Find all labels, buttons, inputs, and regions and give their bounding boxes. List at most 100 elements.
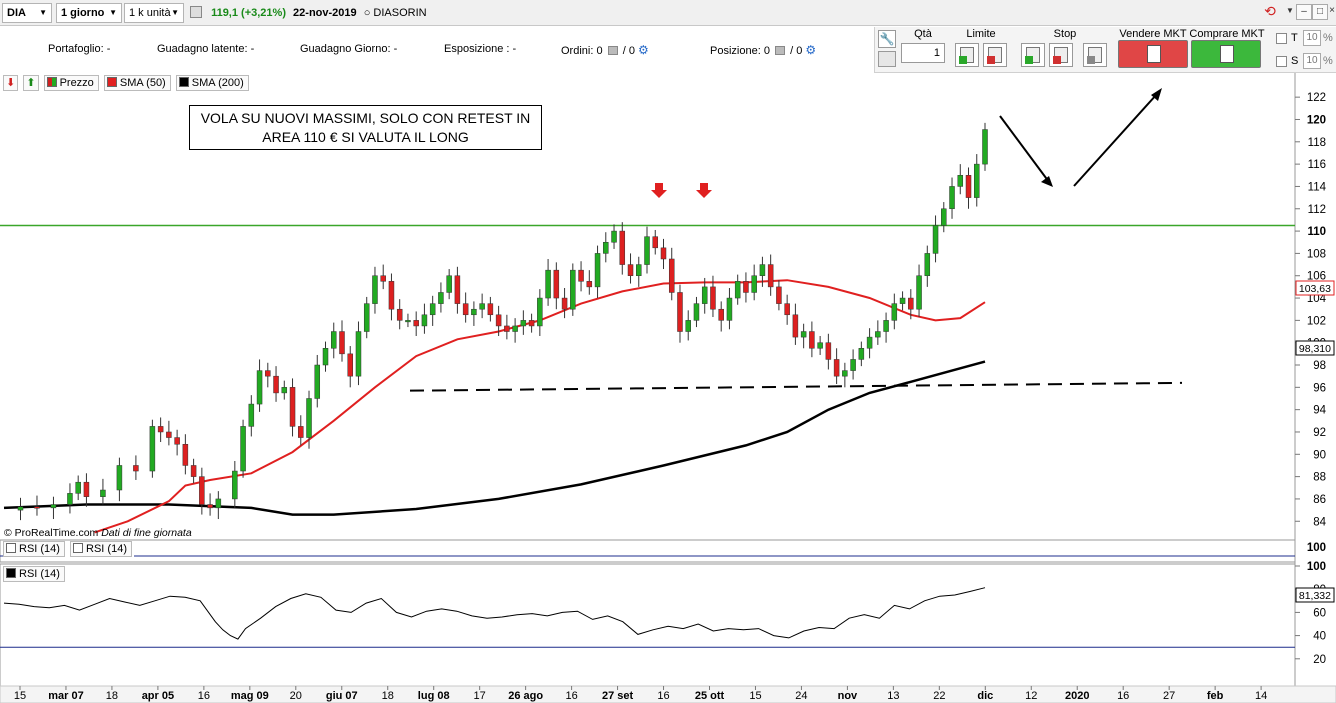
candle-body	[67, 493, 73, 505]
y-tick-label: 102	[1307, 315, 1326, 327]
legend-sma200-label: SMA (200)	[191, 77, 244, 89]
x-tick-label: 24	[795, 690, 807, 702]
candle-body	[50, 504, 57, 509]
y-tick-label: 120	[1307, 114, 1326, 126]
buy-mkt-label: Comprare MKT	[1189, 28, 1265, 40]
status-circle-icon: ○	[363, 7, 371, 19]
t-pct-input[interactable]: 10	[1303, 30, 1321, 46]
legend-rsi-main[interactable]: RSI (14)	[3, 566, 65, 582]
candle-body	[644, 236, 650, 265]
chevron-down-icon: ▼	[171, 8, 179, 17]
x-tick-label: 16	[1117, 690, 1129, 702]
annotation-textbox[interactable]: VOLA SU NUOVI MASSIMI, SOLO CON RETEST I…	[189, 105, 542, 150]
candle-body	[528, 320, 535, 327]
candle-body	[100, 489, 106, 497]
legend-sma50-label: SMA (50)	[119, 77, 166, 89]
candle-body	[363, 303, 370, 332]
candle-body	[949, 186, 955, 210]
minimize-button[interactable]: –	[1296, 4, 1312, 20]
candle-body	[792, 314, 799, 338]
legend-prezzo-label: Prezzo	[59, 77, 94, 89]
legend-sma50[interactable]: SMA (50)	[103, 75, 171, 91]
x-tick-label: mar 07	[48, 690, 83, 702]
y-tick-label: 110	[1307, 226, 1326, 238]
red-arrow-icon[interactable]: ⬇	[3, 75, 19, 91]
x-tick-label: mag 09	[231, 690, 269, 702]
x-tick-label: 18	[382, 690, 394, 702]
y-tick-label: 88	[1313, 472, 1326, 484]
symbol-selector[interactable]: DIA ▼	[2, 3, 52, 23]
rsi-tick-label: 60	[1313, 607, 1326, 619]
s-pct-input[interactable]: 10	[1303, 53, 1321, 69]
stop-limit-button[interactable]	[1083, 43, 1107, 67]
candle-body	[685, 320, 691, 332]
sma200-value-tag: 98,310	[1295, 340, 1335, 356]
green-arrow-icon[interactable]: ⬆	[23, 75, 39, 91]
candle-body	[504, 325, 510, 332]
price-pane[interactable]	[0, 73, 1295, 539]
legend-rsi-a[interactable]: RSI (14)	[3, 541, 65, 557]
candle-body	[570, 269, 576, 310]
rsi-pane-collapsed[interactable]	[0, 539, 1296, 563]
rsi-swatch	[6, 568, 16, 578]
candle-body	[974, 163, 980, 198]
candle-body	[603, 241, 609, 254]
s-checkbox[interactable]	[1276, 56, 1287, 67]
limit-sell-button[interactable]	[983, 43, 1007, 67]
qta-input[interactable]: 1	[901, 43, 945, 63]
legend-rsi-b[interactable]: RSI (14)	[70, 541, 132, 557]
sell-market-button[interactable]	[1118, 40, 1188, 68]
ordini-label: Ordini:	[561, 45, 594, 57]
stop-buy-button[interactable]	[1021, 43, 1045, 67]
wrench-icon[interactable]: 🔧	[878, 30, 896, 48]
gear-icon[interactable]: ⚙	[805, 43, 817, 57]
y-tick-label: 96	[1313, 382, 1326, 394]
close-icon[interactable]: ×	[1329, 5, 1335, 16]
rsi-a-swatch	[6, 543, 16, 553]
candle-body	[157, 426, 164, 433]
t-checkbox[interactable]	[1276, 33, 1287, 44]
candle-body	[899, 297, 906, 304]
orders-grid-icon[interactable]	[607, 46, 618, 55]
gear-icon[interactable]: ⚙	[638, 43, 649, 57]
maximize-button[interactable]: □	[1312, 4, 1328, 20]
ordini-count-a: 0	[596, 45, 603, 57]
y-tick-label: 114	[1308, 181, 1327, 193]
y-tick-label: 94	[1313, 405, 1326, 417]
price-status: 119,1 (+3,21%) 22-nov-2019 ○ DIASORIN	[190, 3, 427, 23]
rsi-pane[interactable]	[0, 563, 1296, 687]
rsi-collapsed-100-label: 100	[1307, 542, 1326, 554]
stop-sell-button[interactable]	[1049, 43, 1073, 67]
candle-body	[586, 281, 593, 288]
y-tick-label: 84	[1313, 516, 1326, 528]
legend-rsi-main-label: RSI (14)	[19, 568, 60, 580]
posizione-count-a: 0	[763, 45, 770, 57]
positions-grid-icon[interactable]	[775, 46, 786, 55]
guadagno-giorno-text: Guadagno Giorno: -	[300, 43, 398, 55]
limit-buy-button[interactable]	[955, 43, 979, 67]
candle-body	[767, 264, 774, 288]
candle-icon	[46, 77, 57, 87]
candle-body	[941, 208, 947, 226]
legend-prezzo[interactable]: Prezzo	[43, 75, 99, 91]
chevron-down-icon[interactable]: ▼	[1286, 6, 1294, 15]
copyright-notice: © ProRealTime.com Dati di fine giornata	[4, 527, 192, 539]
time-axis[interactable]	[0, 685, 1336, 703]
timeframe-selector[interactable]: 1 giorno ▼	[56, 3, 122, 23]
buy-market-button[interactable]	[1191, 40, 1261, 68]
candle-body	[17, 506, 24, 511]
candle-body	[561, 297, 568, 310]
candle-body	[636, 264, 642, 276]
candle-body	[372, 275, 378, 304]
keyboard-icon[interactable]	[878, 51, 896, 67]
candle-body	[784, 303, 790, 316]
sma200-group	[3, 360, 986, 516]
candle-body	[339, 331, 345, 355]
limite-label: Limite	[966, 28, 996, 40]
rsi-line	[3, 587, 986, 640]
quantity-selector[interactable]: 1 k unità ▼	[124, 3, 184, 23]
support-line-group	[409, 381, 1183, 392]
legend-sma200[interactable]: SMA (200)	[175, 75, 249, 91]
chevron-down-icon: ▼	[39, 8, 47, 17]
